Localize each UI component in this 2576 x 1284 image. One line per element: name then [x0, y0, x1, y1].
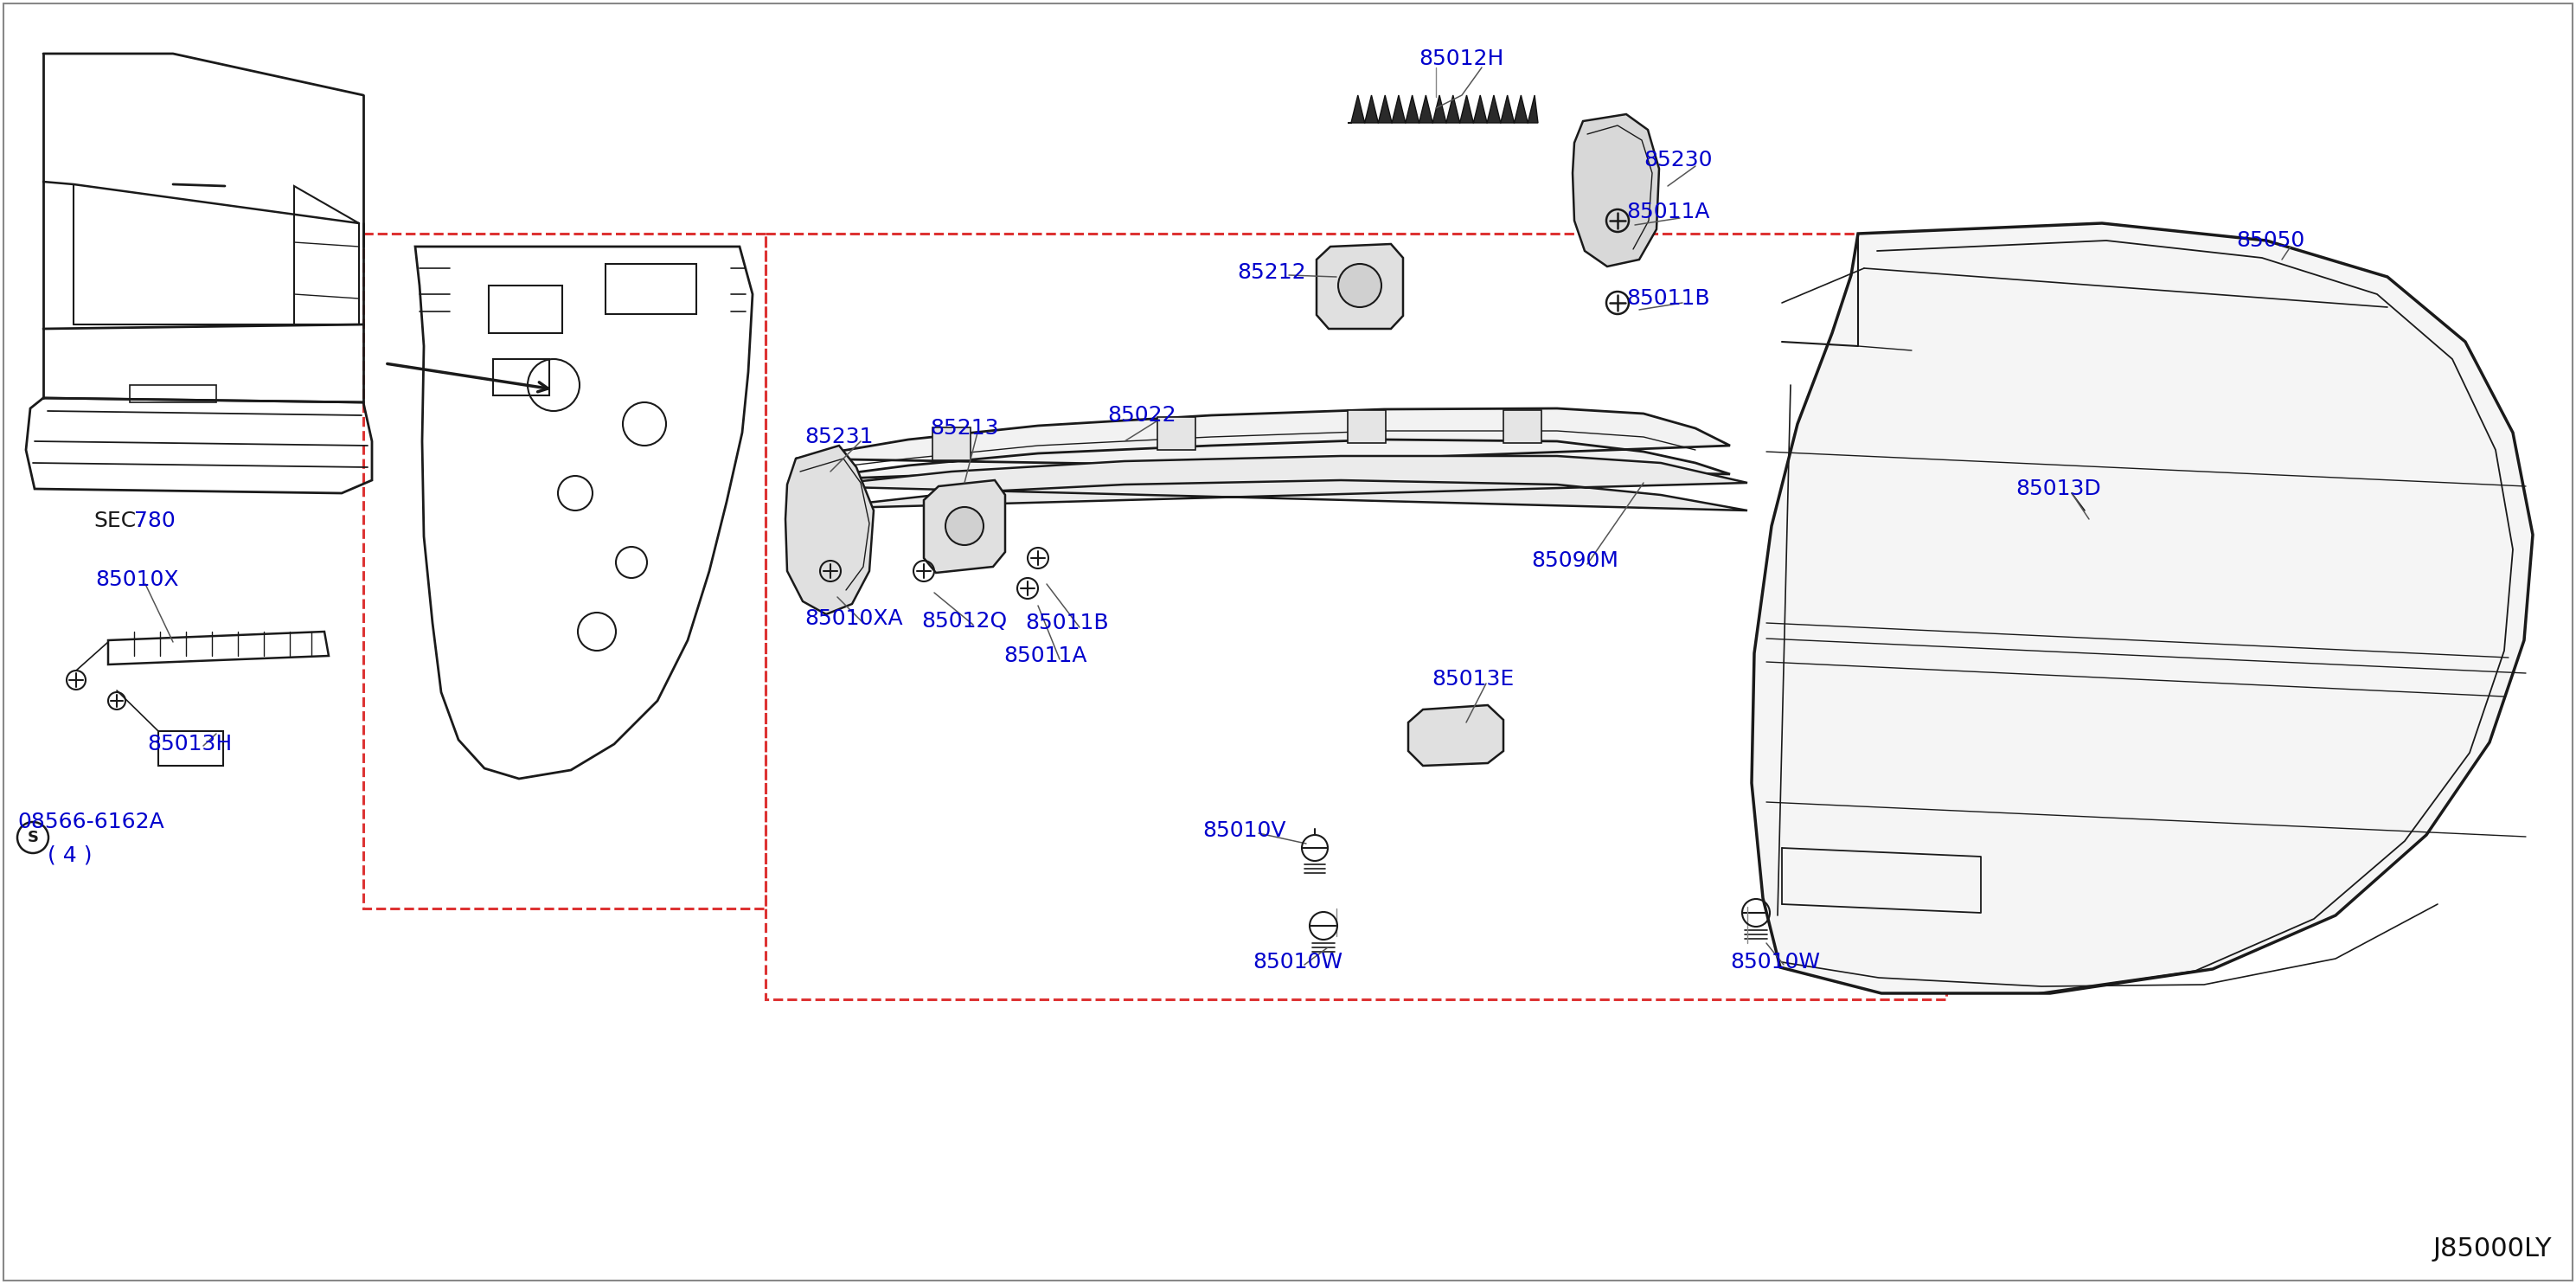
Text: 85010W: 85010W — [1252, 951, 1342, 972]
Text: 85231: 85231 — [804, 426, 873, 447]
Polygon shape — [1347, 95, 1538, 123]
Polygon shape — [814, 456, 1747, 511]
Bar — [489, 285, 562, 333]
Text: 85050: 85050 — [2236, 230, 2306, 250]
Text: 85013H: 85013H — [147, 733, 232, 755]
Polygon shape — [1504, 410, 1540, 443]
Text: 85010V: 85010V — [1203, 820, 1285, 841]
Text: 85013D: 85013D — [2014, 479, 2102, 499]
Text: SEC.: SEC. — [93, 511, 142, 532]
Text: 85090M: 85090M — [1530, 551, 1618, 571]
Polygon shape — [786, 446, 873, 614]
Bar — [605, 265, 696, 315]
Bar — [492, 360, 549, 395]
Text: 85010W: 85010W — [1731, 951, 1821, 972]
Polygon shape — [796, 408, 1731, 480]
Polygon shape — [933, 428, 971, 460]
Polygon shape — [1571, 114, 1659, 267]
Text: 85011B: 85011B — [1025, 612, 1108, 633]
Text: 780: 780 — [134, 511, 175, 532]
Text: 85012Q: 85012Q — [922, 611, 1007, 632]
Text: 85010XA: 85010XA — [804, 609, 902, 629]
Text: 85022: 85022 — [1108, 404, 1177, 426]
Bar — [129, 385, 216, 402]
Circle shape — [945, 507, 984, 546]
Text: 85212: 85212 — [1236, 262, 1306, 282]
Text: S: S — [28, 829, 39, 845]
Text: 85013E: 85013E — [1432, 669, 1515, 690]
Polygon shape — [2025, 493, 2128, 569]
Polygon shape — [1752, 223, 2532, 994]
Polygon shape — [1157, 417, 1195, 449]
Text: 85012H: 85012H — [1419, 49, 1504, 69]
Text: 85213: 85213 — [930, 417, 999, 439]
Polygon shape — [1316, 244, 1404, 329]
Text: J85000LY: J85000LY — [2432, 1236, 2553, 1261]
Bar — [157, 731, 224, 765]
Text: 85010X: 85010X — [95, 569, 178, 591]
Text: 85230: 85230 — [1643, 150, 1713, 171]
Text: ( 4 ): ( 4 ) — [46, 845, 93, 865]
Text: 85011B: 85011B — [1625, 288, 1710, 309]
Text: 85011A: 85011A — [1005, 646, 1087, 666]
Polygon shape — [1347, 410, 1386, 443]
Circle shape — [1337, 265, 1381, 307]
Polygon shape — [1409, 705, 1504, 765]
Text: 85011A: 85011A — [1625, 202, 1710, 222]
Polygon shape — [925, 480, 1005, 573]
Text: 08566-6162A: 08566-6162A — [18, 811, 165, 832]
